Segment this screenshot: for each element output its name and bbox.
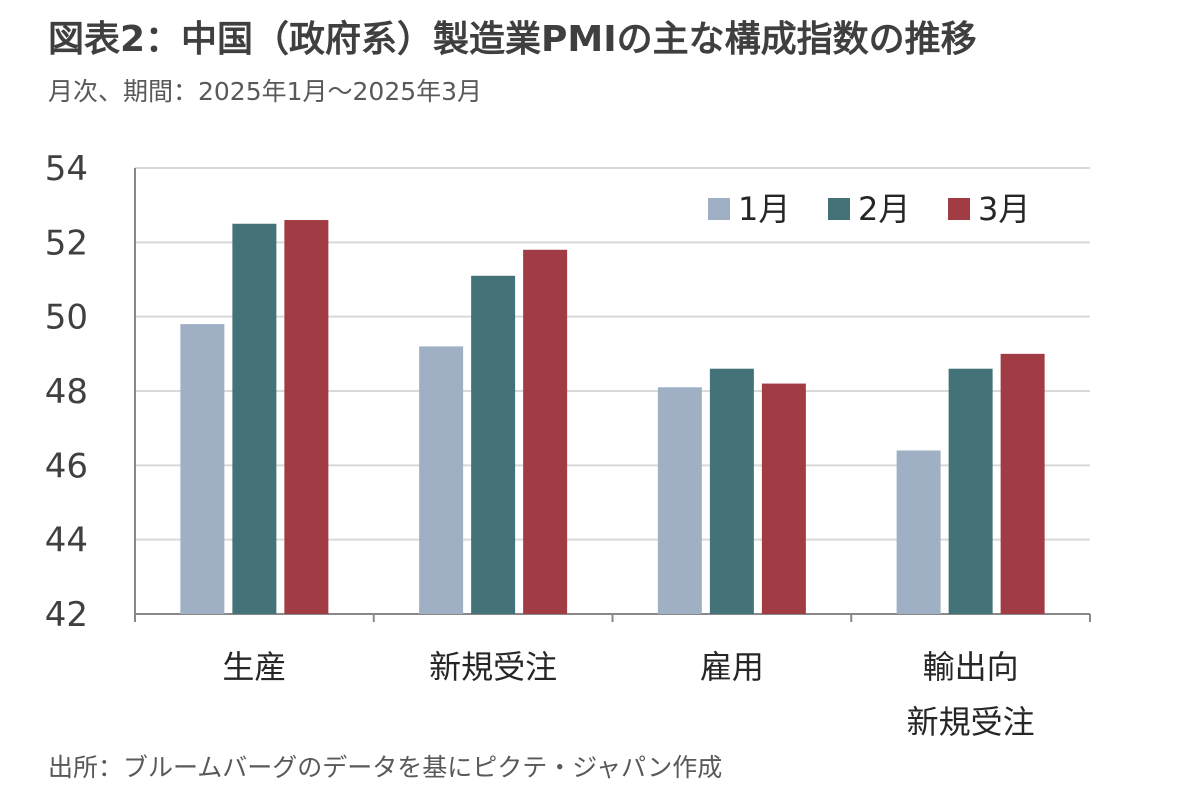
bar-1月: [419, 346, 464, 614]
bar-1月: [657, 387, 702, 614]
bar-1月: [180, 324, 225, 614]
chart-subtitle: 月次、期間：2025年1月～2025年3月: [48, 77, 483, 106]
bar-2月: [232, 223, 277, 614]
bar-3月: [1000, 353, 1045, 614]
x-category-label: 生産: [222, 648, 286, 686]
x-category-label: 新規受注: [429, 648, 557, 686]
bar-1月: [896, 450, 941, 614]
legend-label: 3月: [978, 190, 1030, 228]
y-tick-label: 48: [45, 372, 88, 412]
bar-3月: [523, 249, 568, 614]
y-tick-label: 42: [45, 595, 88, 635]
y-tick-label: 44: [45, 521, 88, 561]
legend-swatch: [828, 198, 850, 220]
legend-swatch: [948, 198, 970, 220]
x-category-label: 輸出向: [923, 648, 1019, 686]
bar-2月: [471, 275, 516, 614]
bar-2月: [948, 368, 993, 614]
y-tick-label: 54: [45, 149, 88, 189]
source-note: 出所：ブルームバーグのデータを基にピクテ・ジャパン作成: [48, 753, 723, 782]
chart-title: 図表2：中国（政府系）製造業PMIの主な構成指数の推移: [48, 19, 977, 60]
bar-3月: [284, 220, 329, 615]
bar-3月: [761, 383, 806, 614]
legend-swatch: [708, 198, 730, 220]
legend-label: 1月: [738, 190, 790, 228]
x-category-label: 新規受注: [907, 703, 1035, 741]
legend-label: 2月: [858, 190, 910, 228]
bar-2月: [709, 368, 754, 614]
y-tick-label: 46: [45, 446, 88, 486]
y-tick-label: 50: [45, 298, 88, 338]
y-tick-label: 52: [45, 223, 88, 263]
x-category-label: 雇用: [700, 648, 764, 686]
